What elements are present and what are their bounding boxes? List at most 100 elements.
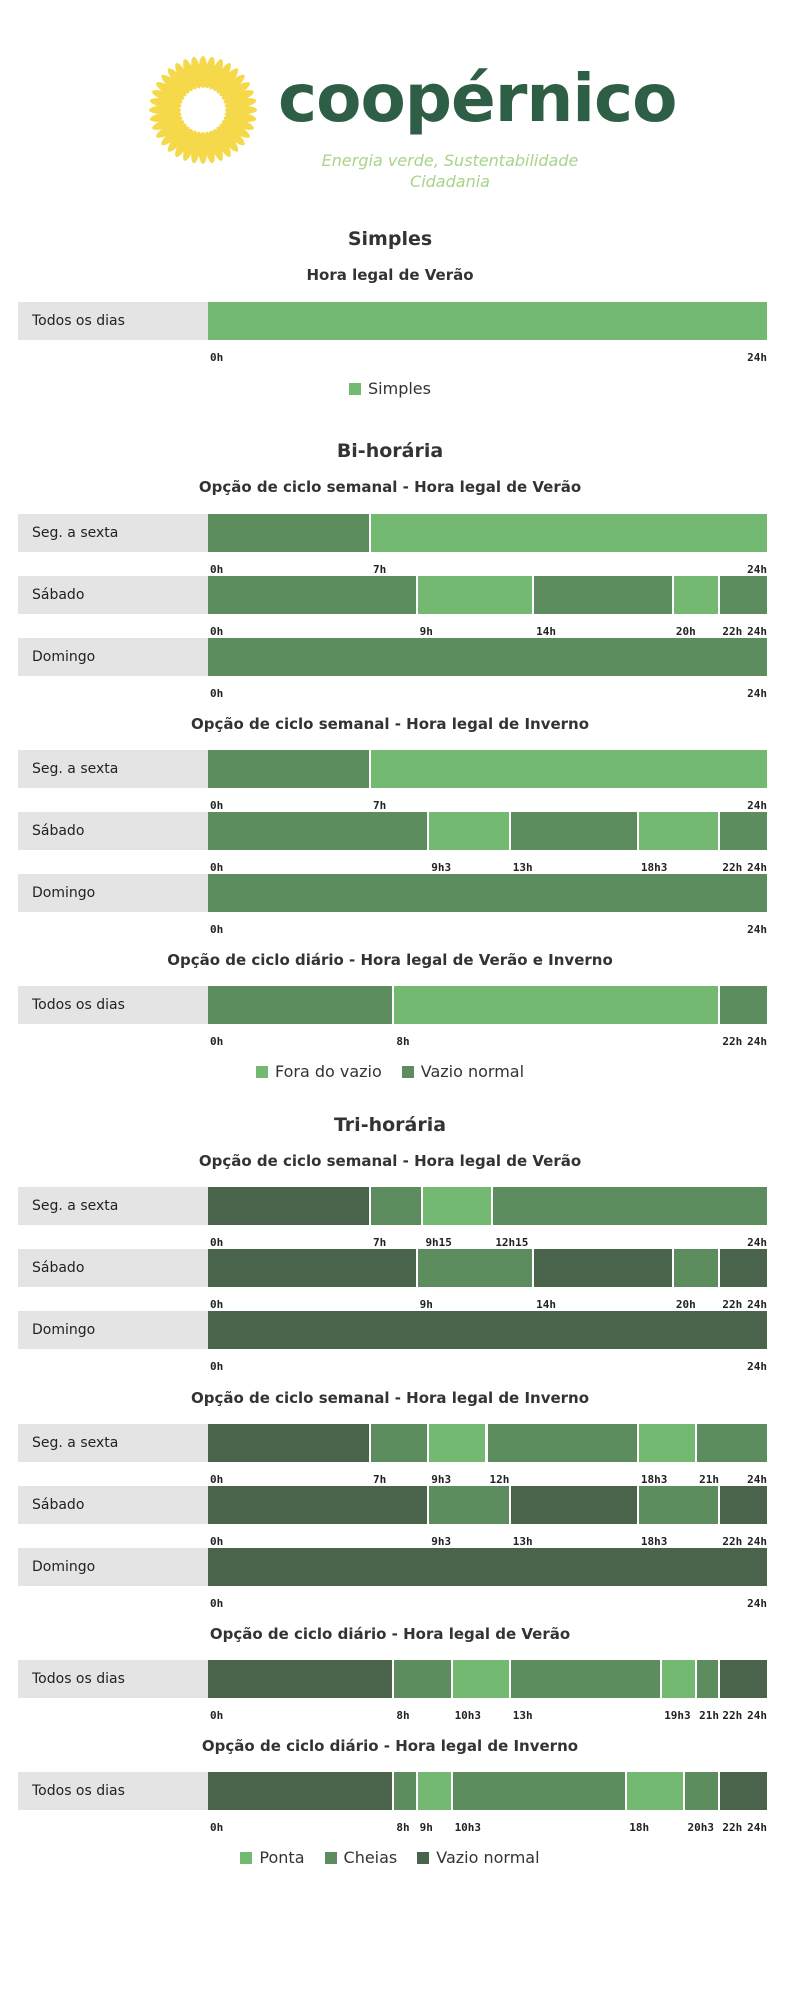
tick-label: 0h (210, 563, 224, 576)
tick-label: 0h (210, 687, 224, 700)
tick-label: 24h (747, 687, 767, 700)
bar-segment-cheias (673, 1249, 721, 1287)
bar-segment-vazio_normal_tri (208, 1660, 395, 1698)
tick-label: 18h3 (640, 1535, 668, 1548)
row-label: Domingo (18, 1548, 208, 1586)
tick-label: 0h (210, 1709, 224, 1722)
bar-segment-vazio_normal_bi (720, 812, 767, 850)
tick-label: 24h (747, 625, 767, 638)
section-subtitle: Opção de ciclo semanal - Hora legal de I… (190, 1389, 590, 1407)
bar-segment-cheias (371, 1187, 424, 1225)
bar-segment-vazio_normal_tri (720, 1486, 767, 1524)
tick-label: 0h (210, 923, 224, 936)
tick-label: 12h (489, 1473, 510, 1486)
legend-swatch (417, 1852, 430, 1864)
legend-label: Fora do vazio (274, 1062, 382, 1081)
section-subtitle: Opção de ciclo diário - Hora legal de In… (201, 1737, 579, 1755)
bar-segment-cheias (371, 1424, 430, 1462)
tick-label: 18h (629, 1821, 650, 1834)
section-subtitle: Hora legal de Verão (306, 266, 474, 284)
bar-segment-vazio_normal_tri (720, 1772, 767, 1810)
sun-logo-icon (149, 56, 257, 164)
tick-label: 0h (210, 1236, 224, 1249)
bar-segment-cheias (510, 1660, 663, 1698)
row-label: Todos os dias (18, 986, 208, 1024)
section-subtitle: Opção de ciclo diário - Hora legal de Ve… (167, 951, 613, 969)
bar-segment-fora_do_vazio (371, 750, 767, 788)
legend-item-ponta: Ponta (240, 1848, 305, 1867)
bar-segment-vazio_normal_tri (720, 1660, 767, 1698)
legend-label: Ponta (259, 1848, 305, 1867)
tick-label: 22h (722, 1821, 743, 1834)
tick-label: 10h3 (454, 1709, 482, 1722)
tick-label: 9h (419, 1821, 433, 1834)
tick-label: 7h (373, 1473, 387, 1486)
tick-label: 20h (675, 1298, 696, 1311)
bar-segment-fora_do_vazio (673, 576, 721, 614)
tick-label: 12h15 (495, 1236, 529, 1249)
bar-segment-ponta (423, 1187, 494, 1225)
bar-segment-vazio_normal_bi (720, 986, 767, 1024)
tick-label: 0h (210, 1298, 224, 1311)
tick-label: 24h (747, 799, 767, 812)
tick-label: 8h (396, 1035, 410, 1048)
bar-segment-vazio_normal_tri (208, 1249, 418, 1287)
brand-name: coopérnico (278, 60, 677, 137)
legend-swatch (401, 1066, 414, 1078)
bar-segment-vazio_normal_bi (534, 576, 674, 614)
bar-segment-fora_do_vazio (371, 514, 767, 552)
tick-label: 21h (699, 1709, 719, 1722)
legend: Simples (0, 379, 780, 398)
tick-label: 0h (210, 351, 224, 364)
row-label: Sábado (18, 1249, 208, 1287)
tick-label: 22h (722, 861, 743, 874)
bar-segment-vazio_normal_bi (208, 576, 418, 614)
tick-label: 24h (747, 563, 767, 576)
bar-segment-cheias (429, 1486, 511, 1524)
row-label: Domingo (18, 874, 208, 912)
tick-label: 7h (373, 563, 387, 576)
bar-segment-cheias (394, 1772, 418, 1810)
tick-label: 13h (512, 1709, 533, 1722)
bar-segment-vazio_normal_tri (534, 1249, 674, 1287)
bar-segment-ponta (429, 1424, 488, 1462)
bar-segment-cheias (417, 1249, 535, 1287)
tick-label: 19h3 (664, 1709, 691, 1722)
legend-swatch (349, 383, 362, 395)
tick-label: 8h (396, 1821, 410, 1834)
tick-label: 24h (747, 1597, 767, 1610)
tick-label: 20h (675, 625, 696, 638)
tick-label: 24h (747, 1473, 767, 1486)
tick-label: 7h (373, 799, 387, 812)
row-label: Sábado (18, 576, 208, 614)
bar-segment-fora_do_vazio (429, 812, 511, 850)
bar-segment-vazio_normal_bi (208, 638, 767, 676)
row-label: Todos os dias (18, 302, 208, 340)
tick-label: 13h (512, 1535, 533, 1548)
legend-label: Cheias (343, 1848, 398, 1867)
tick-label: 24h (747, 351, 767, 364)
tick-label: 22h (722, 1035, 743, 1048)
tick-label: 24h (747, 1535, 767, 1548)
tick-label: 9h (419, 625, 433, 638)
legend-item-vazio_normal_bi: Vazio normal (401, 1062, 524, 1081)
row-label: Sábado (18, 812, 208, 850)
bar-segment-vazio_normal_bi (208, 986, 395, 1024)
tick-label: 13h (512, 861, 533, 874)
tick-label: 7h (373, 1236, 387, 1249)
row-label: Seg. a sexta (18, 750, 208, 788)
row-label: Domingo (18, 1311, 208, 1349)
tick-label: 0h (210, 799, 224, 812)
bar-segment-cheias (493, 1187, 767, 1225)
bar-segment-vazio_normal_bi (208, 514, 372, 552)
tick-label: 9h3 (431, 1473, 452, 1486)
bar-segment-cheias (452, 1772, 628, 1810)
bar-segment-cheias (638, 1486, 721, 1524)
section-subtitle: Opção de ciclo semanal - Hora legal de V… (198, 478, 582, 496)
bar-segment-vazio_normal_tri (510, 1486, 639, 1524)
section-subtitle: Opção de ciclo diário - Hora legal de Ve… (209, 1625, 571, 1643)
tick-label: 0h (210, 1535, 224, 1548)
bar-segment-vazio_normal_tri (208, 1311, 767, 1349)
tick-label: 10h3 (454, 1821, 482, 1834)
bar-segment-vazio_normal_tri (208, 1548, 767, 1586)
